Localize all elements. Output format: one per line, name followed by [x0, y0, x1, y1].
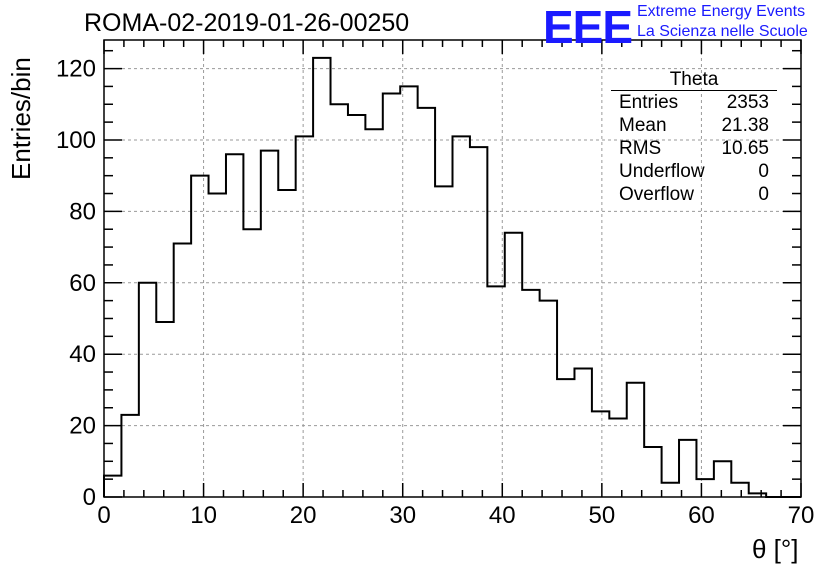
stats-row: Overflow 0: [611, 183, 777, 206]
y-tick-label: 20: [69, 413, 96, 440]
y-axis-label: Entries/bin: [6, 57, 36, 180]
y-tick-label: 60: [69, 270, 96, 297]
grid-lines: [104, 40, 801, 497]
x-tick-label: 40: [489, 502, 516, 529]
y-tick-label: 100: [56, 127, 96, 154]
y-tick-label: 120: [56, 56, 96, 83]
stats-value: 10.65: [721, 138, 769, 159]
stats-title: Theta: [611, 70, 777, 91]
stats-row: Underflow 0: [611, 160, 777, 183]
stats-label: Overflow: [619, 184, 694, 205]
y-tick-label: 80: [69, 198, 96, 225]
stats-value: 2353: [726, 92, 769, 113]
eee-logo: EEE: [543, 1, 633, 53]
x-tick-label: 10: [190, 502, 217, 529]
x-axis-label: θ [°]: [752, 534, 799, 564]
x-tick-label: 60: [688, 502, 715, 529]
tick-labels: 0 10 20 30 40 50 60 70 0 20 40 60 80 100 120: [56, 56, 814, 529]
chart-title: ROMA-02-2019-01-26-00250: [84, 9, 410, 37]
logo-line-2: La Scienza nelle Scuole: [637, 23, 808, 40]
x-tick-label: 0: [97, 502, 110, 529]
stats-label: Mean: [619, 115, 667, 136]
stats-box: Theta Entries 2353 Mean 21.38 RMS 10.65 Und…: [611, 70, 777, 206]
plot-frame: [103, 39, 802, 498]
stats-row: Mean 21.38: [611, 114, 777, 137]
stats-value: 0: [758, 161, 769, 182]
x-tick-label: 70: [788, 502, 815, 529]
histogram-outline: [103, 56, 801, 498]
y-tick-label: 40: [69, 341, 96, 368]
stats-value: 0: [758, 184, 769, 205]
logo-line-1: Extreme Energy Events: [637, 3, 806, 20]
stats-row: Entries 2353: [611, 91, 777, 114]
stats-label: RMS: [619, 138, 662, 159]
stats-value: 21.38: [721, 115, 769, 136]
stats-row: RMS 10.65: [611, 137, 777, 160]
x-tick-label: 20: [290, 502, 317, 529]
logo-caption: Extreme Energy Events La Scienza nelle S…: [637, 2, 808, 42]
stats-label: Entries: [619, 92, 679, 113]
x-tick-label: 50: [589, 502, 616, 529]
x-tick-label: 30: [389, 502, 416, 529]
stats-label: Underflow: [619, 161, 705, 182]
y-tick-label: 0: [83, 484, 96, 511]
